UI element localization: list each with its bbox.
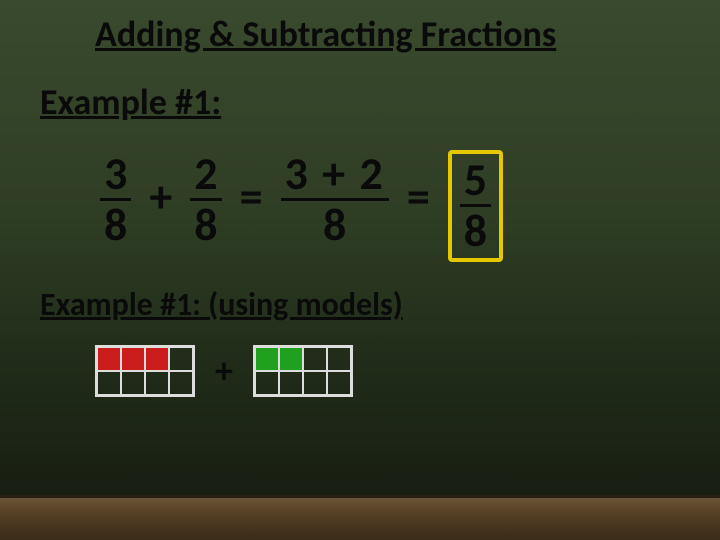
model-cell xyxy=(279,371,303,395)
models-row: + xyxy=(95,345,353,397)
answer-box: 5 8 xyxy=(448,150,503,262)
model-cell xyxy=(169,347,193,371)
fraction-middle-denominator: 8 xyxy=(319,201,350,249)
fraction-2-denominator: 8 xyxy=(190,201,221,249)
fraction-answer: 5 8 xyxy=(460,156,491,256)
equation-row: 3 8 + 2 8 = 3 + 2 8 = 5 8 xyxy=(100,150,503,262)
model-cell xyxy=(255,347,279,371)
fraction-2-numerator: 2 xyxy=(190,150,221,201)
chalkboard-frame xyxy=(0,495,720,540)
fraction-answer-numerator: 5 xyxy=(460,156,491,207)
model-cell xyxy=(97,347,121,371)
model-cell xyxy=(255,371,279,395)
fraction-2: 2 8 xyxy=(190,150,221,250)
fraction-1: 3 8 xyxy=(100,150,131,250)
equals-1: = xyxy=(240,150,263,220)
fraction-answer-denominator: 8 xyxy=(460,207,491,255)
model-cell xyxy=(327,347,351,371)
model-cell xyxy=(303,371,327,395)
model-cell xyxy=(169,371,193,395)
operator-plus: + xyxy=(149,150,172,220)
page-title: Adding & Subtracting Fractions xyxy=(95,12,556,56)
equals-2: = xyxy=(407,150,430,220)
model-cell xyxy=(97,371,121,395)
models-operator-plus: + xyxy=(215,349,233,393)
example-1-models-label: Example #1: (using models) xyxy=(40,285,403,324)
model-cell xyxy=(145,371,169,395)
model-cell xyxy=(303,347,327,371)
example-1-label: Example #1: xyxy=(40,80,221,124)
model-cell xyxy=(327,371,351,395)
model-cell xyxy=(121,371,145,395)
model-grid-1 xyxy=(95,345,195,397)
model-cell xyxy=(121,347,145,371)
fraction-middle: 3 + 2 8 xyxy=(281,150,389,250)
fraction-middle-numerator: 3 + 2 xyxy=(281,150,389,201)
model-grid-2 xyxy=(253,345,353,397)
fraction-1-numerator: 3 xyxy=(100,150,131,201)
fraction-1-denominator: 8 xyxy=(100,201,131,249)
model-cell xyxy=(279,347,303,371)
model-cell xyxy=(145,347,169,371)
